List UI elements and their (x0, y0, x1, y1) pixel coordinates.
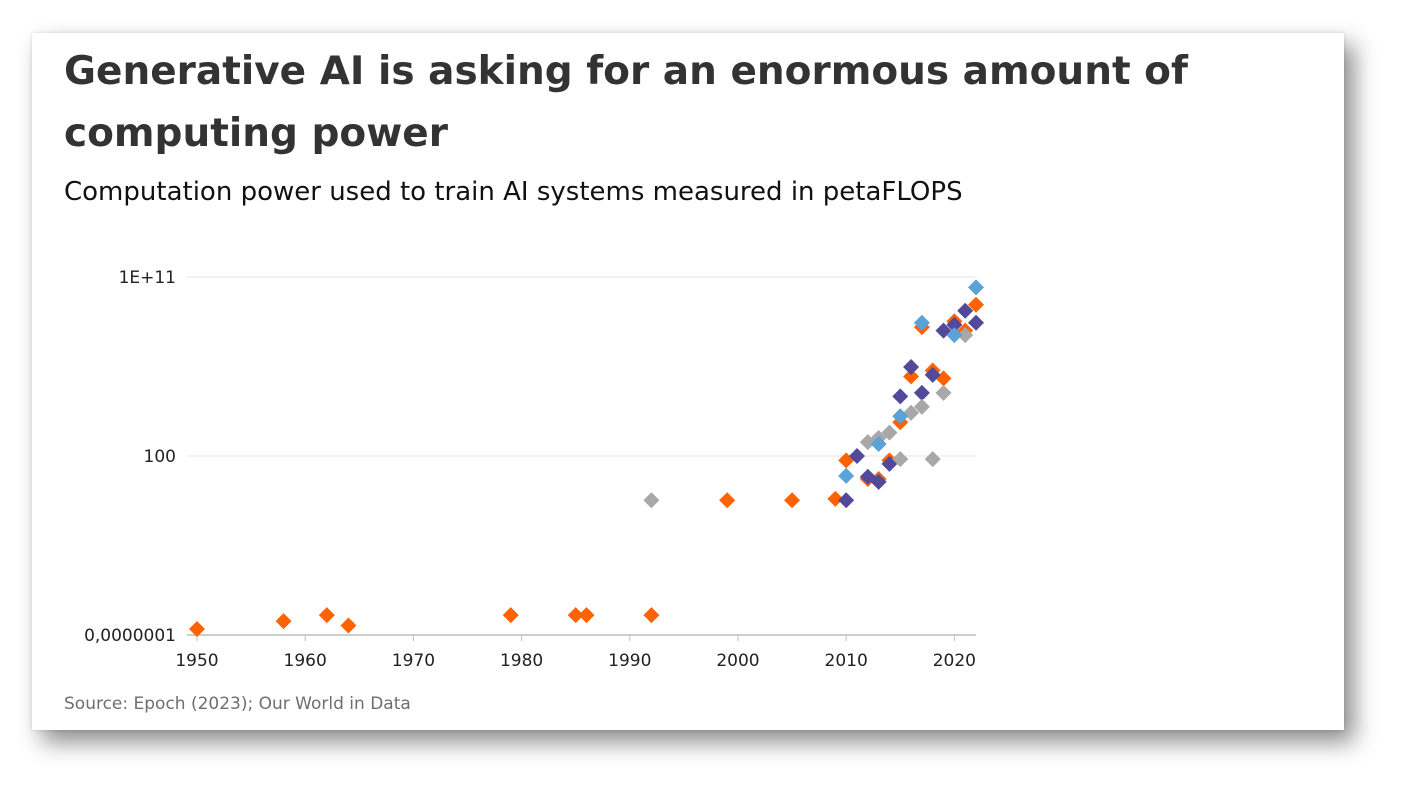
data-point (913, 398, 930, 415)
data-point (189, 621, 205, 638)
data-point (318, 607, 335, 624)
data-point (827, 490, 844, 507)
chart-title: Generative AI is asking for an enormous … (64, 49, 1188, 156)
x-tick-label: 1990 (608, 651, 651, 671)
data-point (892, 388, 909, 405)
source-note: Source: Epoch (2023); Our World in Data (64, 694, 411, 714)
data-point (719, 492, 736, 509)
data-point (913, 314, 930, 331)
data-point (567, 607, 584, 624)
data-point (935, 384, 952, 401)
data-point (870, 436, 887, 453)
x-tick-label: 1950 (175, 651, 218, 671)
y-tick-label: 0,0000001 (84, 626, 176, 646)
data-point (340, 617, 357, 634)
x-tick-label: 2000 (716, 651, 759, 671)
data-point (968, 296, 984, 313)
data-point (924, 451, 941, 468)
data-point (968, 314, 984, 331)
data-point (957, 302, 974, 319)
data-point (946, 327, 963, 344)
data-point (838, 492, 855, 509)
data-point (784, 492, 801, 509)
data-point (502, 607, 519, 624)
data-point (848, 448, 865, 464)
data-point (643, 492, 660, 509)
x-tick-label: 1970 (392, 651, 435, 671)
data-point (838, 467, 855, 484)
data-point (903, 358, 920, 375)
data-point (578, 607, 595, 624)
data-point (913, 384, 930, 401)
chart-card: Generative AI is asking for an enormous … (32, 33, 1344, 730)
data-point (870, 473, 887, 490)
scatter-chart: 0,0000001 100 1E+11 1950 1960 1970 1980 1990 200… (84, 268, 984, 671)
data-point (892, 451, 909, 468)
x-tick-label: 2020 (933, 651, 976, 671)
data-point (643, 607, 660, 624)
data-point (946, 316, 963, 333)
x-tick-label: 1960 (284, 651, 327, 671)
x-tick-label: 1980 (500, 651, 543, 671)
data-point (968, 279, 984, 296)
x-tick-label: 2010 (825, 651, 868, 671)
data-point (903, 368, 920, 385)
y-tick-label: 100 (144, 447, 176, 467)
chart-subtitle: Computation power used to train AI syste… (64, 177, 963, 207)
data-point (957, 327, 974, 344)
data-point (924, 366, 941, 383)
data-point (892, 408, 909, 425)
y-tick-label: 1E+11 (119, 268, 176, 288)
data-point (881, 424, 898, 441)
data-point (275, 613, 292, 630)
